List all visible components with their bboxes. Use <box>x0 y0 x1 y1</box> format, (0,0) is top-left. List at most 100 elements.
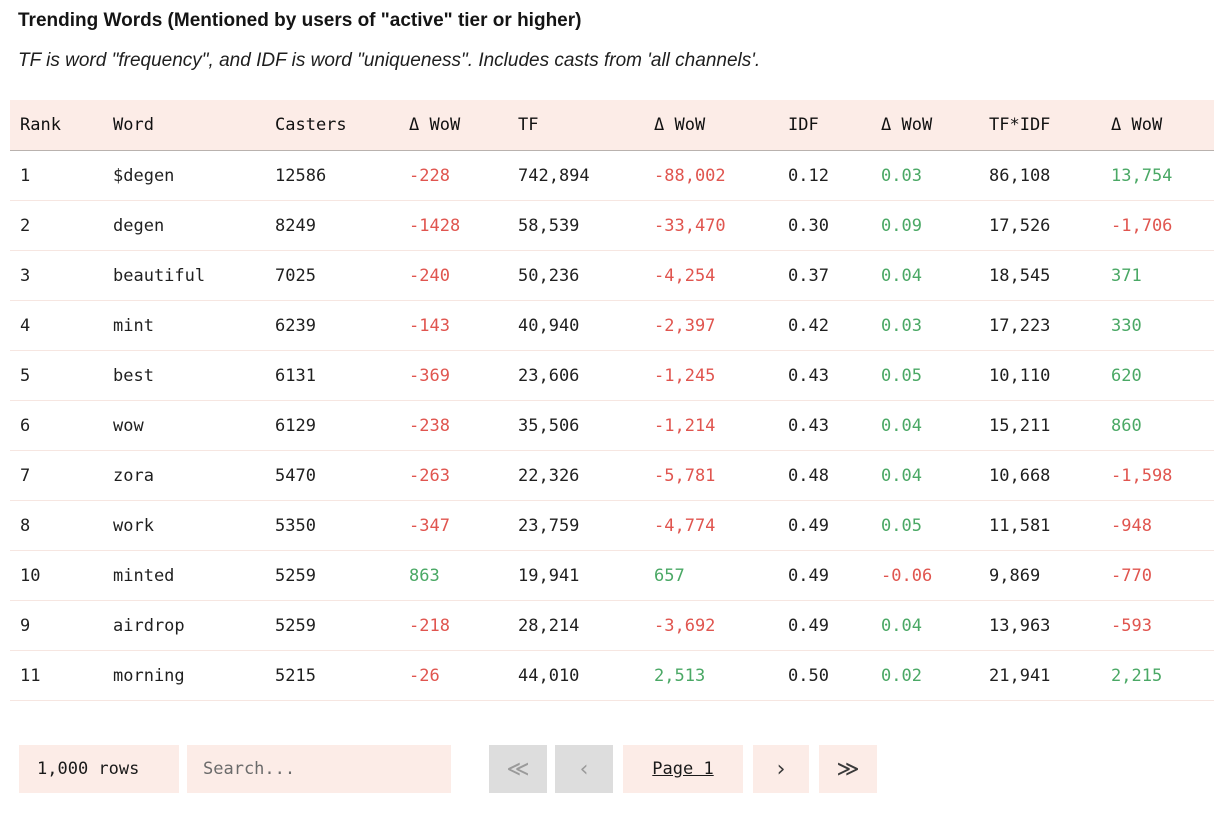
cell-idf: 0.50 <box>778 650 871 701</box>
cell-idf-wow: 0.05 <box>871 350 979 401</box>
table-row[interactable]: 6 wow 6129 -238 35,506 -1,214 0.43 0.04 15,211 86… <box>10 400 1214 451</box>
table-row[interactable]: 11 morning 5215 -26 44,010 2,513 0.50 0.02 21,94… <box>10 650 1214 701</box>
current-page-button[interactable]: Page 1 <box>623 745 743 793</box>
cell-word: degen <box>103 200 265 251</box>
cell-casters-wow: -347 <box>399 500 508 551</box>
page-title: Trending Words (Mentioned by users of "a… <box>18 10 582 31</box>
cell-tfidf: 17,526 <box>979 200 1101 251</box>
table-row[interactable]: 9 airdrop 5259 -218 28,214 -3,692 0.49 0.04 13,9… <box>10 600 1214 651</box>
cell-tf: 50,236 <box>508 250 644 301</box>
cell-tfidf-wow: -1,706 <box>1101 200 1214 251</box>
trending-words-table: Rank Word Casters Δ WoW TF Δ WoW IDF Δ W… <box>10 100 1214 720</box>
column-header-casters-wow[interactable]: Δ WoW <box>399 100 508 151</box>
cell-idf-wow: 0.09 <box>871 200 979 251</box>
cell-casters: 8249 <box>265 200 399 251</box>
cell-casters: 5215 <box>265 650 399 701</box>
cell-tf-wow: -2,397 <box>644 300 778 351</box>
cell-rank: 11 <box>10 650 103 701</box>
column-header-tfidf-wow[interactable]: Δ WoW <box>1101 100 1214 151</box>
search-input[interactable] <box>187 745 451 793</box>
cell-tfidf-wow: 13,754 <box>1101 150 1214 201</box>
table-row[interactable]: 1 $degen 12586 -228 742,894 -88,002 0.12 0.03 86… <box>10 150 1214 201</box>
cell-idf: 0.49 <box>778 500 871 551</box>
cell-tfidf: 21,941 <box>979 650 1101 701</box>
table-footer: 1,000 rows ≪ ‹ Page 1 › ≫ <box>19 745 877 793</box>
cell-tfidf: 18,545 <box>979 250 1101 301</box>
cell-idf: 0.30 <box>778 200 871 251</box>
trending-words-table-container[interactable]: Rank Word Casters Δ WoW TF Δ WoW IDF Δ W… <box>10 100 1214 720</box>
cell-word: beautiful <box>103 250 265 301</box>
cell-tfidf: 10,668 <box>979 450 1101 501</box>
cell-casters: 6129 <box>265 400 399 451</box>
cell-casters: 7025 <box>265 250 399 301</box>
cell-word: $degen <box>103 150 265 201</box>
cell-tfidf-wow: -593 <box>1101 600 1214 651</box>
column-header-tf[interactable]: TF <box>508 100 644 151</box>
cell-word: work <box>103 500 265 551</box>
cell-idf: 0.37 <box>778 250 871 301</box>
cell-partial <box>871 701 979 720</box>
cell-tf-wow: 657 <box>644 550 778 601</box>
cell-idf-wow: 0.04 <box>871 450 979 501</box>
cell-tfidf: 10,110 <box>979 350 1101 401</box>
column-header-idf-wow[interactable]: Δ WoW <box>871 100 979 151</box>
column-header-rank[interactable]: Rank <box>10 100 103 151</box>
cell-casters: 12586 <box>265 150 399 201</box>
cell-tfidf-wow: 860 <box>1101 400 1214 451</box>
cell-idf-wow: 0.05 <box>871 500 979 551</box>
cell-rank: 6 <box>10 400 103 451</box>
cell-tf: 22,326 <box>508 450 644 501</box>
cell-partial <box>1101 701 1214 720</box>
cell-tf-wow: -88,002 <box>644 150 778 201</box>
cell-word: best <box>103 350 265 401</box>
cell-rank: 2 <box>10 200 103 251</box>
cell-idf-wow: 0.02 <box>871 650 979 701</box>
last-page-button[interactable]: ≫ <box>819 745 877 793</box>
cell-word: airdrop <box>103 600 265 651</box>
cell-idf: 0.43 <box>778 400 871 451</box>
cell-tfidf-wow: 330 <box>1101 300 1214 351</box>
cell-idf-wow: 0.04 <box>871 400 979 451</box>
table-row[interactable]: 8 work 5350 -347 23,759 -4,774 0.49 0.05 11,581-… <box>10 500 1214 551</box>
cell-tf-wow: -33,470 <box>644 200 778 251</box>
table-row[interactable]: 3 beautiful 7025 -240 50,236 -4,254 0.37 0.04 18… <box>10 250 1214 301</box>
cell-idf-wow: -0.06 <box>871 550 979 601</box>
cell-partial <box>778 701 871 720</box>
cell-idf: 0.42 <box>778 300 871 351</box>
cell-tfidf: 13,963 <box>979 600 1101 651</box>
cell-partial <box>644 701 778 720</box>
column-header-idf[interactable]: IDF <box>778 100 871 151</box>
chevron-left-icon: ‹ <box>579 756 589 782</box>
cell-tfidf: 15,211 <box>979 400 1101 451</box>
cell-word: zora <box>103 450 265 501</box>
column-header-word[interactable]: Word <box>103 100 265 151</box>
cell-tfidf-wow: -1,598 <box>1101 450 1214 501</box>
cell-tf: 23,759 <box>508 500 644 551</box>
cell-partial <box>979 701 1101 720</box>
column-header-tfidf[interactable]: TF*IDF <box>979 100 1101 151</box>
table-header-row: Rank Word Casters Δ WoW TF Δ WoW IDF Δ W… <box>10 100 1214 151</box>
table-row[interactable]: 2 degen 8249 -1428 58,539 -33,470 0.30 0.09 17,5… <box>10 200 1214 251</box>
cell-partial <box>399 701 508 720</box>
cell-tfidf: 9,869 <box>979 550 1101 601</box>
double-chevron-left-icon: ≪ <box>506 756 530 782</box>
cell-casters-wow: -143 <box>399 300 508 351</box>
table-row[interactable]: 10 minted 5259 863 19,941 657 0.49 -0.06 9,869 -7… <box>10 550 1214 601</box>
cell-rank: 8 <box>10 500 103 551</box>
first-page-button[interactable]: ≪ <box>489 745 547 793</box>
cell-idf-wow: 0.03 <box>871 300 979 351</box>
table-row[interactable]: 4 mint 6239 -143 40,940 -2,397 0.42 0.03 17,223 3… <box>10 300 1214 351</box>
cell-casters: 6239 <box>265 300 399 351</box>
cell-tf: 23,606 <box>508 350 644 401</box>
column-header-tf-wow[interactable]: Δ WoW <box>644 100 778 151</box>
table-row[interactable]: 7 zora 5470 -263 22,326 -5,781 0.48 0.04 10,668-… <box>10 450 1214 501</box>
table-row[interactable]: 5 best 6131 -369 23,606 -1,245 0.43 0.05 10,110 6… <box>10 350 1214 401</box>
prev-page-button[interactable]: ‹ <box>555 745 613 793</box>
next-page-button[interactable]: › <box>753 745 809 793</box>
cell-casters: 5259 <box>265 550 399 601</box>
column-header-casters[interactable]: Casters <box>265 100 399 151</box>
cell-rank: 9 <box>10 600 103 651</box>
cell-partial <box>508 701 644 720</box>
cell-tf-wow: -1,214 <box>644 400 778 451</box>
cell-casters: 5470 <box>265 450 399 501</box>
